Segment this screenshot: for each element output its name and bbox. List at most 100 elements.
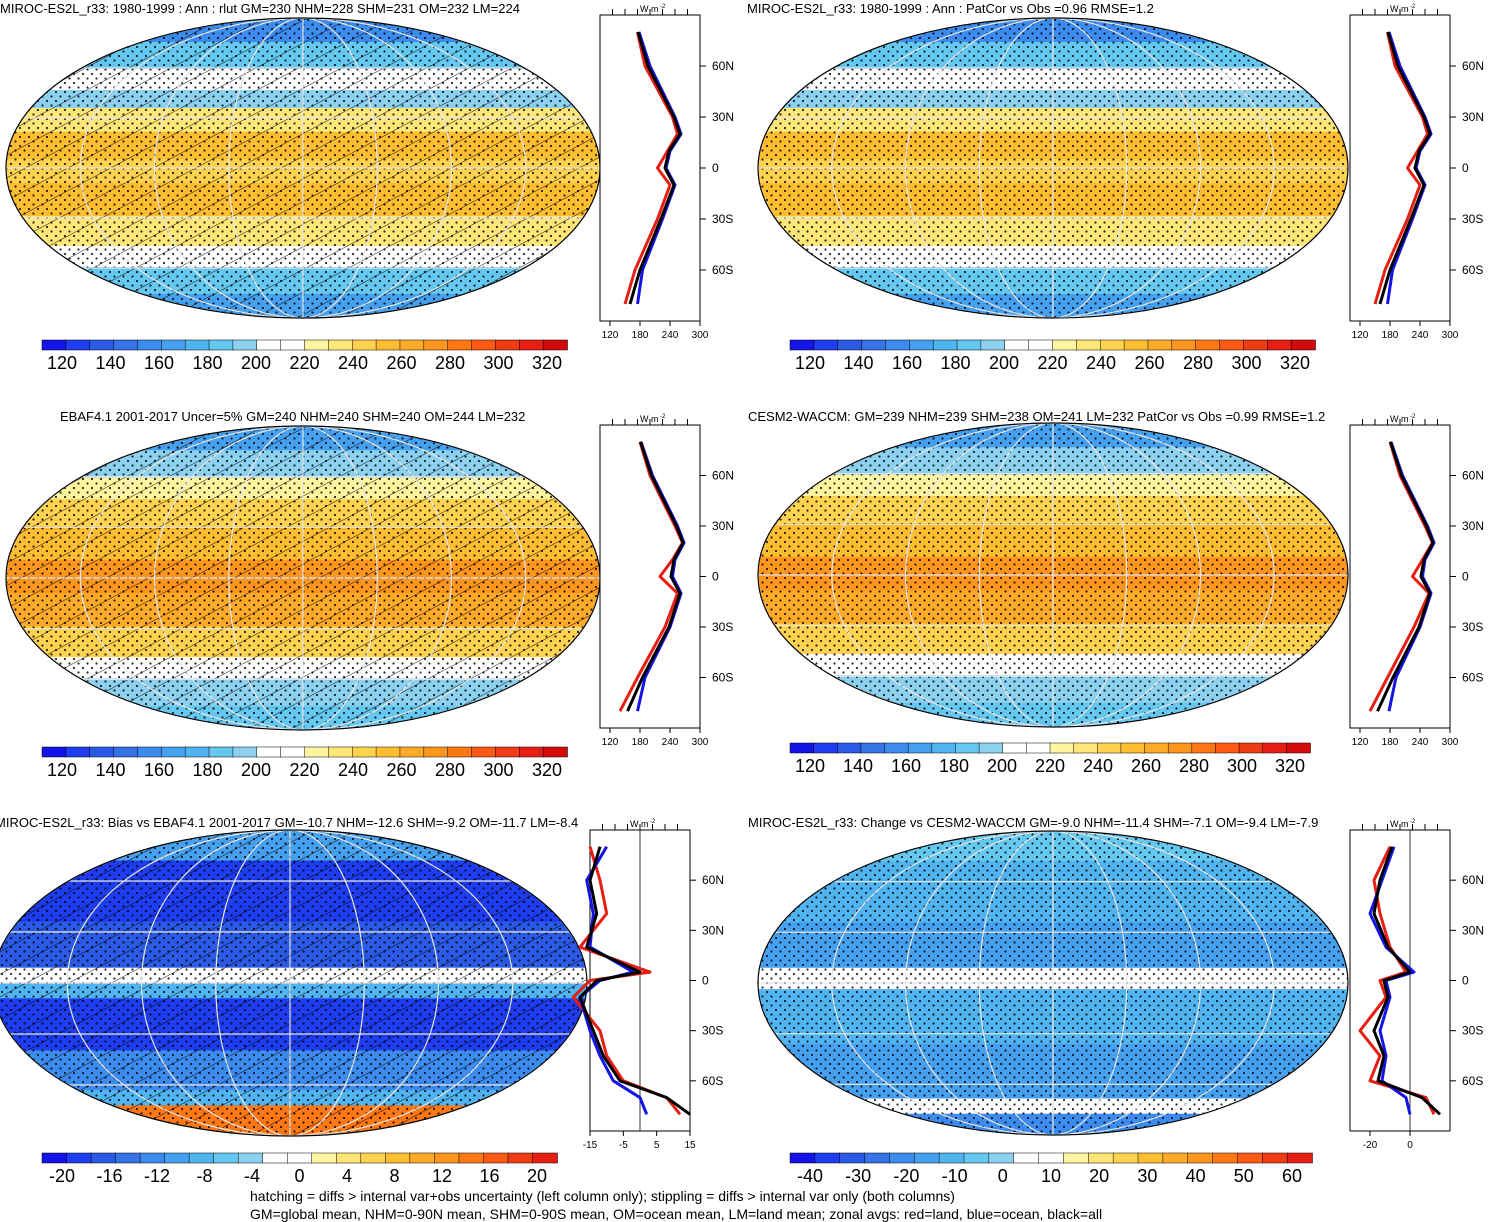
colorbar-4	[789, 742, 1311, 754]
lat-tick-label: 60N	[1462, 873, 1484, 887]
unit-superscript: -2	[1410, 819, 1416, 825]
x-tick-label: 180	[1382, 330, 1399, 341]
colorbar-label: -10	[941, 1166, 968, 1186]
map-panel-4	[757, 422, 1349, 728]
colorbar-swatch	[41, 339, 67, 351]
colorbar-label: 120	[46, 760, 78, 780]
colorbar-swatch	[495, 746, 521, 758]
colorbar-swatch	[1144, 742, 1169, 754]
colorbar-label: 140	[95, 353, 126, 373]
colorbar-label: 20	[1089, 1166, 1110, 1186]
colorbar-swatch	[351, 746, 377, 758]
colorbar-swatch	[1243, 339, 1269, 351]
colorbar-swatch	[907, 742, 933, 754]
panel-title-4: CESM2-WACCM: GM=239 NHM=239 SHM=238 OM=2…	[748, 409, 1326, 424]
colorbar-swatch	[232, 746, 258, 758]
colorbar-swatch	[519, 339, 544, 351]
colorbar-swatch	[1099, 339, 1125, 351]
colorbar-swatch	[837, 742, 862, 754]
colorbar-swatch	[256, 746, 282, 758]
colorbar-label: 8	[389, 1166, 400, 1186]
colorbar-1	[41, 339, 568, 351]
zonal-series-line	[1373, 31, 1429, 305]
map-border	[757, 830, 1349, 1136]
colorbar-swatch	[409, 1152, 436, 1164]
colorbar-swatch	[1013, 1152, 1040, 1164]
colorbar-label: 220	[289, 760, 320, 780]
colorbar-swatch	[1002, 742, 1028, 754]
colorbar-swatch	[955, 742, 980, 754]
lat-tick-label: 30N	[712, 110, 734, 124]
lat-tick-label: 0	[1462, 974, 1469, 988]
lat-tick-label: 30N	[712, 519, 734, 533]
colorbar-swatch	[1073, 742, 1099, 754]
zonal-plot-4: 60N 30N 0 30S 60S 120 180 240 300 W m -2	[1349, 414, 1484, 748]
colorbar-swatch	[542, 339, 568, 351]
colorbar-swatch	[884, 742, 909, 754]
colorbar-swatch	[532, 1152, 558, 1164]
colorbar-3	[41, 746, 568, 758]
colorbar-swatch	[304, 746, 330, 758]
colorbar-label: 260	[386, 760, 417, 780]
colorbar-label: 160	[143, 353, 175, 373]
zonal-series-line	[628, 31, 682, 305]
lat-tick-label: 60N	[702, 873, 724, 887]
colorbar-label: 240	[337, 353, 369, 373]
zonal-plot-6: 60N 30N 0 30S 60S -20 0 W m -2	[1349, 819, 1484, 1151]
colorbar-swatch	[1262, 742, 1288, 754]
colorbar-label: 280	[434, 760, 466, 780]
colorbar-label: 200	[988, 353, 1020, 373]
colorbar-label: 300	[483, 353, 514, 373]
zonal-series-line	[626, 441, 685, 712]
zonal-series-line	[623, 31, 679, 305]
colorbar-swatch	[65, 339, 91, 351]
x-tick-label: 240	[1412, 330, 1429, 341]
colorbar-swatch	[1052, 339, 1078, 351]
x-tick-label: -20	[1363, 1140, 1378, 1151]
colorbar-label: 180	[192, 353, 223, 373]
colorbar-label: 160	[891, 353, 923, 373]
colorbar-swatch	[1171, 339, 1197, 351]
lat-tick-label: 0	[712, 570, 719, 584]
lat-tick-label: 60N	[1462, 59, 1484, 73]
lat-tick-label: 60N	[1462, 469, 1484, 483]
colorbar-swatch	[458, 1152, 485, 1164]
colorbar-swatch	[1120, 742, 1146, 754]
colorbar-label: 280	[1182, 353, 1214, 373]
colorbar-swatch	[839, 1152, 866, 1164]
colorbar-swatch	[963, 1152, 990, 1164]
colorbar-label: 320	[531, 760, 563, 780]
colorbar-label: 260	[1130, 756, 1162, 776]
panel-title-3: EBAF4.1 2001-2017 Uncer=5% GM=240 NHM=24…	[60, 409, 526, 424]
colorbar-swatch	[1137, 1152, 1164, 1164]
colorbar-swatch	[1219, 339, 1245, 351]
colorbar-swatch	[41, 1152, 68, 1164]
lat-tick-label: 0	[702, 974, 709, 988]
colorbar-swatch	[1123, 339, 1149, 351]
colorbar-5	[41, 1152, 558, 1164]
colorbar-label: 12	[431, 1166, 453, 1186]
colorbar-swatch	[90, 1152, 117, 1164]
unit-label: W m	[640, 414, 659, 424]
colorbar-swatch	[519, 746, 544, 758]
x-tick-label: 120	[602, 737, 619, 748]
x-tick-label: 0	[1407, 1140, 1413, 1151]
colorbar-swatch	[885, 339, 911, 351]
x-tick-label: 240	[662, 737, 679, 748]
colorbar-swatch	[932, 339, 958, 351]
x-tick-label: 180	[1382, 737, 1399, 748]
colorbar-label: 0	[294, 1166, 305, 1186]
unit-superscript: -2	[650, 819, 656, 825]
lat-tick-label: 60N	[712, 59, 734, 73]
colorbar-label: 240	[1082, 756, 1114, 776]
colorbar-swatch	[980, 339, 1006, 351]
colorbar-swatch	[814, 1152, 841, 1164]
colorbar-swatch	[789, 339, 815, 351]
lat-tick-label: 30S	[712, 620, 733, 634]
colorbar-swatch	[837, 339, 863, 351]
colorbar-swatch	[115, 1152, 141, 1164]
lat-tick-label: 30N	[1462, 923, 1484, 937]
colorbar-label: 260	[386, 353, 417, 373]
unit-superscript: -2	[1410, 4, 1416, 10]
colorbar-swatch	[1097, 742, 1122, 754]
